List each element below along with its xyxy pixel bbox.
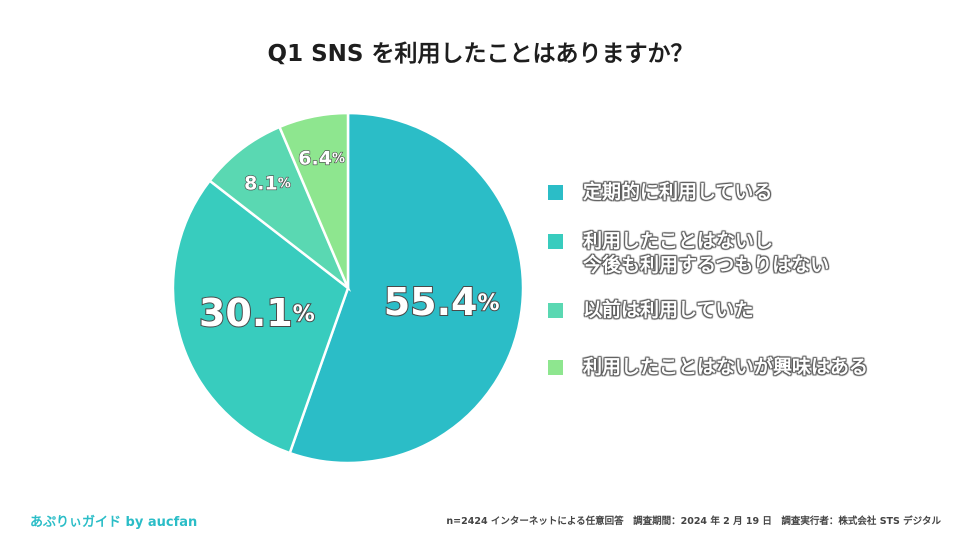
legend-item-never: 利用したことはないし 今後も利用するつもりはない	[548, 229, 829, 277]
survey-note: n=2424 インターネットによる任意回答 調査期間：2024 年 2 月 19…	[446, 516, 941, 527]
legend-swatch	[548, 234, 563, 249]
legend-label: 以前は利用していた	[583, 299, 754, 321]
legend-item-regular: 定期的に利用している	[548, 180, 772, 204]
legend-swatch	[548, 360, 563, 375]
data-label-never: 30.1%	[199, 290, 315, 334]
data-label-interested: 6.4%	[298, 147, 345, 169]
legend-item-previous: 以前は利用していた	[548, 298, 753, 322]
pie-slice-interested	[277, 111, 350, 289]
chart-title: Q1 SNS を利用したことはありますか？	[267, 41, 694, 67]
pie-slice-never	[171, 178, 350, 455]
pie-slice-previous	[207, 125, 352, 292]
legend-item-interested: 利用したことはないが興味はある	[548, 355, 868, 379]
legend-label: 利用したことはないし 今後も利用するつもりはない	[583, 230, 830, 276]
legend-swatch	[548, 303, 563, 318]
data-label-previous: 8.1%	[244, 172, 291, 194]
legend-label: 利用したことはないが興味はある	[583, 356, 869, 378]
brand-logo-text: あぷりぃガイド by aucfan	[30, 515, 198, 530]
legend-label: 定期的に利用している	[583, 181, 773, 203]
data-label-regular: 55.4%	[384, 280, 500, 324]
legend-swatch	[548, 185, 563, 200]
